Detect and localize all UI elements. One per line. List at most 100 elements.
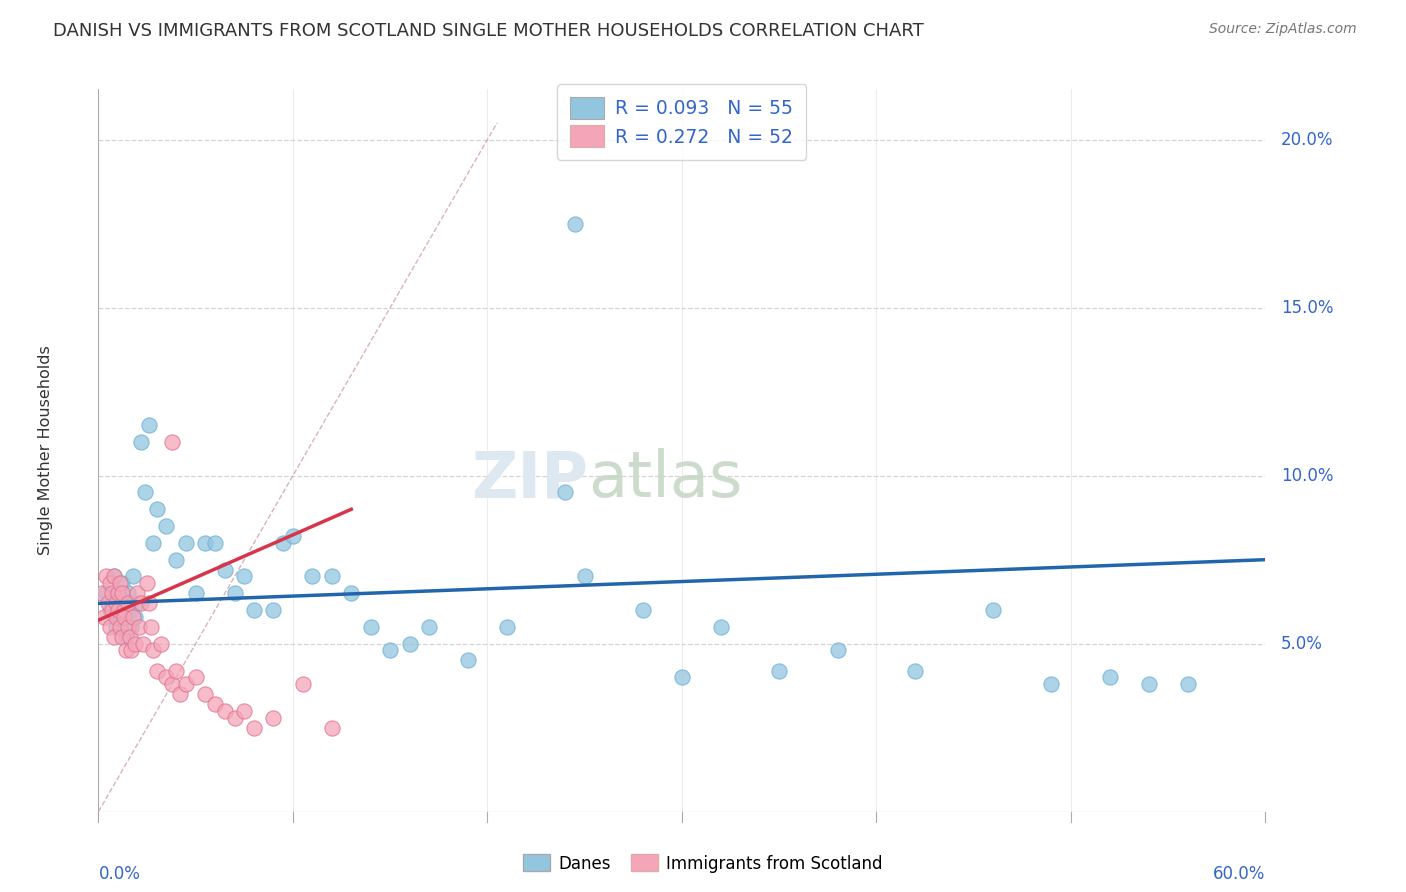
Point (108, 609, 131, 624)
Point (111, 576, 134, 591)
Point (93, 609, 115, 624)
Legend: R = 0.093   N = 55, R = 0.272   N = 52: R = 0.093 N = 55, R = 0.272 N = 52 (557, 84, 807, 161)
Point (174, 677, 197, 691)
Point (233, 569, 256, 583)
Point (108, 620, 131, 634)
Point (233, 704, 256, 718)
Point (165, 664, 187, 678)
Point (117, 586, 139, 600)
Point (122, 609, 145, 624)
Point (121, 620, 143, 634)
Point (118, 603, 141, 617)
Text: 0.0%: 0.0% (98, 865, 141, 883)
Point (103, 630, 125, 644)
Point (98, 620, 121, 634)
Point (827, 643, 849, 657)
Point (184, 586, 207, 600)
Point (398, 637, 420, 651)
Point (98, 576, 121, 591)
Point (574, 569, 596, 583)
Point (194, 687, 217, 701)
Point (204, 697, 226, 711)
Point (149, 637, 172, 651)
Point (122, 569, 145, 583)
Point (111, 586, 134, 600)
Point (1098, 670, 1121, 684)
Text: Source: ZipAtlas.com: Source: ZipAtlas.com (1209, 22, 1357, 37)
Point (981, 603, 1004, 617)
Point (96, 569, 118, 583)
Point (107, 603, 129, 617)
Point (301, 569, 323, 583)
Point (224, 711, 246, 725)
Text: 60.0%: 60.0% (1213, 865, 1265, 883)
Point (1177, 677, 1199, 691)
Point (564, 217, 586, 231)
Point (243, 603, 266, 617)
Point (184, 670, 207, 684)
Point (155, 519, 177, 533)
Point (127, 586, 149, 600)
Point (457, 653, 479, 667)
Point (671, 670, 693, 684)
Point (768, 664, 790, 678)
Point (204, 536, 226, 550)
Point (262, 711, 284, 725)
Point (162, 435, 184, 450)
Point (380, 643, 402, 657)
Text: 5.0%: 5.0% (1281, 635, 1323, 653)
Point (281, 529, 304, 543)
Point (108, 576, 131, 591)
Point (138, 418, 160, 433)
Point (194, 536, 217, 550)
Point (174, 536, 197, 550)
Point (103, 569, 125, 583)
Point (138, 596, 160, 610)
Point (162, 677, 184, 691)
Point (321, 569, 343, 583)
Point (139, 620, 162, 634)
Text: ZIP: ZIP (471, 449, 589, 510)
Point (104, 596, 127, 610)
Point (142, 536, 165, 550)
Point (117, 596, 139, 610)
Point (1040, 677, 1063, 691)
Point (132, 637, 155, 651)
Text: atlas: atlas (589, 449, 742, 510)
Point (104, 620, 127, 634)
Point (554, 485, 576, 500)
Point (271, 536, 294, 550)
Point (146, 664, 169, 678)
Text: DANISH VS IMMIGRANTS FROM SCOTLAND SINGLE MOTHER HOUSEHOLDS CORRELATION CHART: DANISH VS IMMIGRANTS FROM SCOTLAND SINGL… (53, 22, 924, 40)
Point (214, 704, 236, 718)
Point (165, 552, 187, 566)
Point (118, 630, 141, 644)
Point (107, 593, 129, 607)
Point (418, 620, 440, 634)
Text: 15.0%: 15.0% (1281, 299, 1333, 317)
Point (224, 586, 246, 600)
Point (111, 630, 134, 644)
Point (103, 569, 125, 583)
Point (114, 630, 136, 644)
Point (112, 603, 135, 617)
Point (127, 596, 149, 610)
Point (124, 637, 146, 651)
Point (169, 687, 191, 701)
Point (112, 609, 135, 624)
Point (214, 563, 236, 577)
Point (136, 576, 159, 591)
Point (114, 643, 136, 657)
Point (321, 721, 343, 735)
Point (107, 586, 129, 600)
Point (98, 603, 121, 617)
Point (121, 643, 143, 657)
Point (104, 609, 127, 624)
Point (496, 620, 519, 634)
Point (631, 603, 654, 617)
Point (112, 596, 135, 610)
Point (129, 435, 152, 450)
Point (134, 485, 156, 500)
Point (117, 620, 139, 634)
Point (291, 677, 314, 691)
